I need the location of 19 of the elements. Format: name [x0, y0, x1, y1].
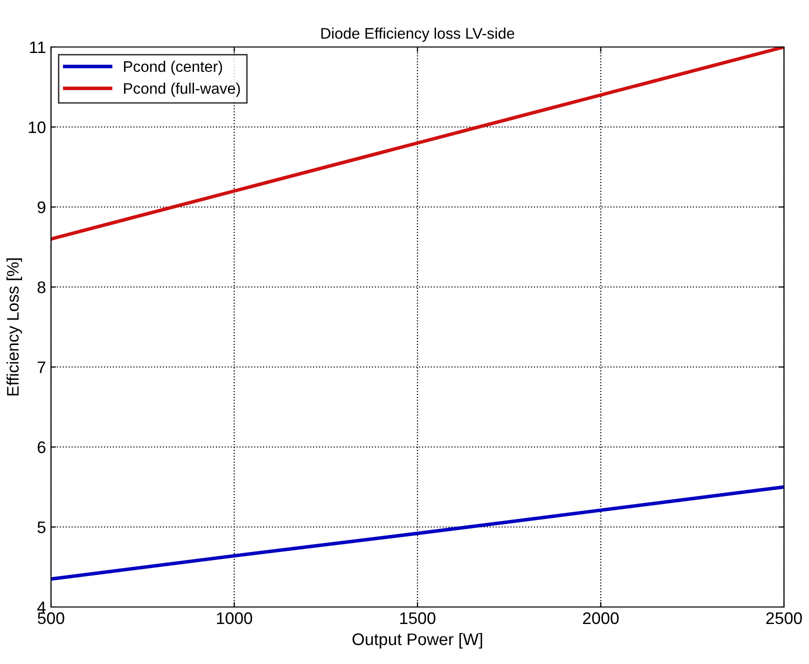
legend-label: Pcond (center): [124, 60, 222, 75]
x-tick-label: 1500: [400, 612, 436, 624]
x-tick-label: 2000: [583, 612, 619, 624]
legend-label: Pcond (full-wave): [124, 82, 240, 97]
line-series: [51, 485, 784, 581]
x-axis-title: Output Power [W]: [352, 632, 482, 648]
y-axis-title: Efficiency Loss [%]: [6, 258, 22, 396]
y-tick-label: 5: [38, 522, 46, 534]
y-tick-label: 8: [38, 281, 46, 294]
x-tick-label: 1000: [216, 612, 252, 624]
x-tick-label: 2500: [766, 612, 802, 624]
y-tick-label: 4: [37, 602, 46, 614]
y-tick-label: 11: [30, 42, 46, 54]
y-tick-label: 10: [28, 121, 46, 134]
y-tick-label: 9: [38, 201, 46, 214]
chart-title: Diode Efficiency loss LV-side: [321, 28, 514, 42]
y-tick-label: 7: [38, 362, 46, 374]
x-tick-label: 500: [38, 612, 64, 624]
y-tick-label: 6: [38, 441, 46, 454]
